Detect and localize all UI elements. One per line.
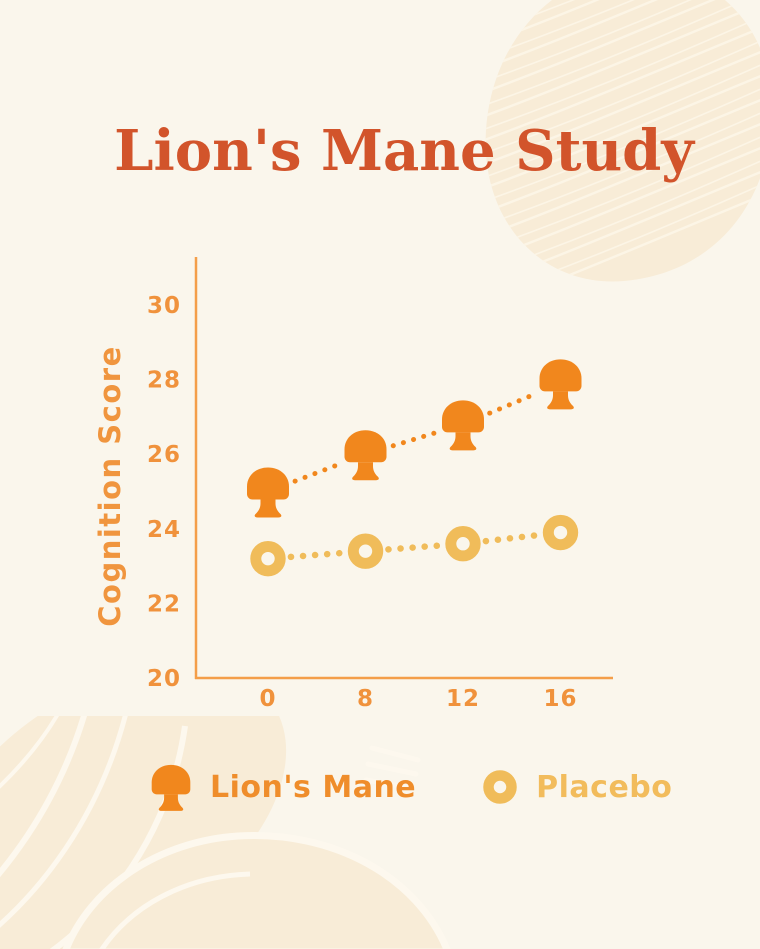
x-tick-label: 8 xyxy=(357,686,374,712)
data-point-mushroom-icon xyxy=(442,400,484,451)
data-point-donut-icon xyxy=(445,526,481,562)
series-connector-dotted xyxy=(487,392,537,416)
y-tick-label: 24 xyxy=(147,517,181,543)
chart-legend: Lion's Mane Placebo xyxy=(148,752,708,822)
series-connector-dotted xyxy=(292,462,341,484)
data-point-donut-icon xyxy=(347,533,384,569)
page-title: Lion's Mane Study xyxy=(114,118,694,184)
data-point-mushroom-icon xyxy=(247,467,289,518)
legend-item-placebo: Placebo xyxy=(480,767,672,807)
series-connector-dotted xyxy=(482,531,541,545)
y-tick-label: 30 xyxy=(147,293,181,319)
legend-label-lions-mane: Lion's Mane xyxy=(210,769,417,805)
data-point-donut-icon xyxy=(250,540,286,577)
data-point-mushroom-icon xyxy=(344,430,387,481)
y-tick-label: 22 xyxy=(147,591,181,617)
x-tick-label: 0 xyxy=(259,686,276,712)
series-connector-dotted xyxy=(385,542,444,553)
data-point-donut-icon xyxy=(542,514,579,551)
x-tick-label: 16 xyxy=(543,686,577,712)
x-tick-label: 12 xyxy=(446,686,480,712)
series-connector-dotted xyxy=(390,430,438,449)
y-tick-label: 28 xyxy=(147,368,181,394)
y-tick-label: 26 xyxy=(147,442,181,468)
legend-item-lions-mane: Lion's Mane xyxy=(148,760,416,814)
mushroom-icon xyxy=(151,764,191,811)
legend-label-placebo: Placebo xyxy=(536,769,673,805)
y-tick-label: 20 xyxy=(147,666,181,692)
donut-icon xyxy=(483,770,517,804)
series-connector-dotted xyxy=(287,549,346,561)
data-point-mushroom-icon xyxy=(539,359,582,410)
